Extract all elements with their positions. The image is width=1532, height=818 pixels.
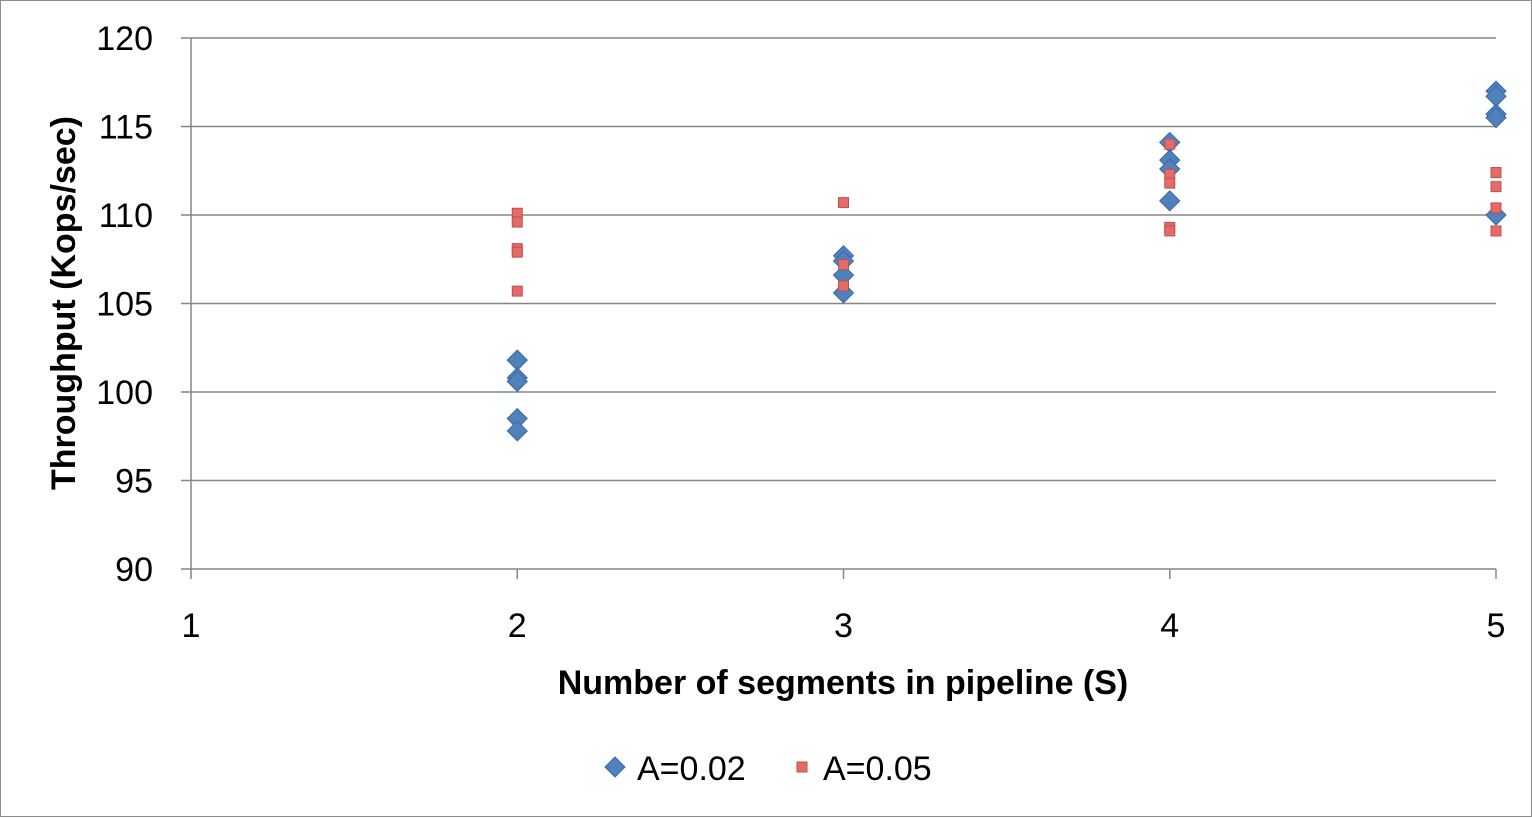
point-series-2 [511, 216, 523, 228]
x-axis-title: Number of segments in pipeline (S) [558, 664, 1129, 702]
point-series-2 [1164, 225, 1176, 237]
legend-label-series-2: A=0.05 [823, 750, 932, 788]
y-tick-label: 95 [115, 463, 153, 501]
point-series-2 [1164, 177, 1176, 189]
point-series-1 [506, 420, 528, 442]
point-series-2 [838, 280, 849, 292]
point-series-1 [1485, 106, 1507, 129]
point-series-2 [1164, 138, 1176, 150]
point-series-2 [511, 285, 523, 297]
point-series-2 [1490, 202, 1502, 214]
legend-square-marker [796, 761, 808, 773]
point-series-2 [1490, 181, 1502, 193]
axes [181, 37, 1497, 579]
legend-diamond-marker [604, 756, 626, 778]
point-series-2 [838, 197, 849, 209]
point-series-2 [511, 246, 523, 258]
x-tick-label: 1 [182, 607, 201, 645]
point-series-2 [1490, 167, 1502, 179]
point-series-2 [838, 259, 849, 271]
y-tick-label: 110 [99, 197, 153, 235]
x-tick-label: 5 [1487, 607, 1506, 645]
point-series-1 [506, 370, 528, 393]
y-tick-label: 105 [96, 286, 153, 324]
x-tick-label: 3 [834, 607, 853, 645]
data-points [506, 80, 1507, 442]
legend: A=0.02 A=0.05 [604, 750, 932, 788]
point-series-1 [1159, 190, 1181, 212]
x-tick-label: 4 [1160, 607, 1179, 645]
y-tick-label: 120 [96, 20, 153, 58]
point-series-2 [1490, 225, 1502, 237]
x-tick-label: 2 [508, 607, 527, 645]
y-tick-label: 115 [99, 109, 153, 147]
y-axis-title: Throughput (Kops/sec) [45, 116, 83, 490]
y-tick-label: 90 [115, 551, 153, 589]
tick-labels: 90 95 100 105 110 115 120 1 2 3 4 5 [96, 20, 1505, 645]
y-tick-label: 100 [96, 374, 153, 412]
legend-label-series-1: A=0.02 [637, 750, 746, 788]
